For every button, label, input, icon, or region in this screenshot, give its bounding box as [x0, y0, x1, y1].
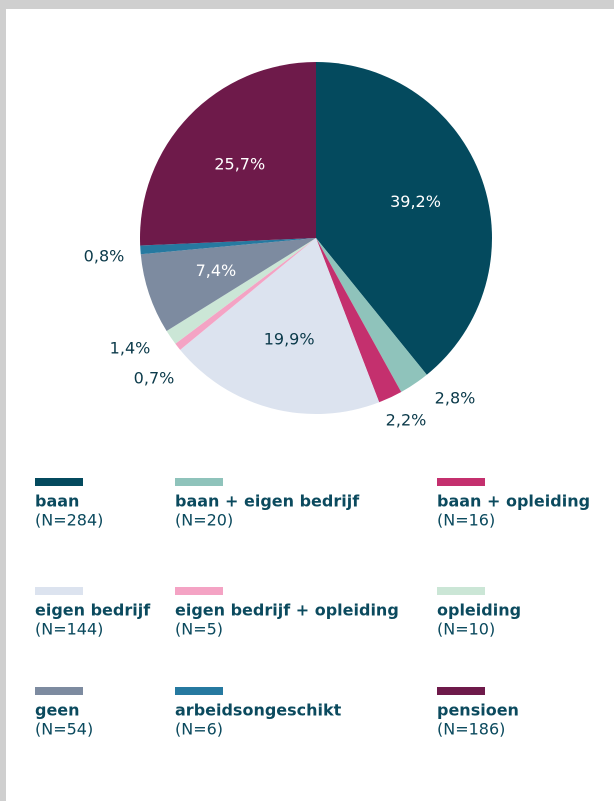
- pie-slice: [316, 238, 427, 393]
- legend-note: (N=10): [437, 620, 495, 639]
- pie-slice: [140, 238, 316, 332]
- value-label: 2,2%: [386, 411, 427, 430]
- value-label: 0,7%: [134, 369, 175, 388]
- legend-note: (N=284): [35, 511, 103, 530]
- value-label: 2,8%: [435, 389, 476, 408]
- pie-slice: [316, 62, 492, 375]
- legend-note: (N=20): [175, 511, 233, 530]
- pie-slice: [140, 238, 316, 255]
- legend-swatch: [437, 587, 485, 595]
- legend-label: baan + eigen bedrijf: [175, 492, 360, 511]
- legend-label: opleiding: [437, 601, 521, 620]
- value-label: 0,8%: [84, 247, 125, 266]
- legend-label: eigen bedrijf: [35, 601, 151, 620]
- legend-label: baan + opleiding: [437, 492, 590, 511]
- value-label: 19,9%: [264, 330, 315, 349]
- value-label: 1,4%: [110, 339, 151, 358]
- pie-slice: [180, 238, 380, 415]
- legend-note: (N=54): [35, 720, 93, 739]
- value-label: 25,7%: [214, 154, 265, 173]
- legend-label: arbeidsongeschikt: [175, 701, 342, 720]
- legend-swatch: [35, 587, 83, 595]
- legend-label: eigen bedrijf + opleiding: [175, 601, 399, 620]
- pie-slice: [316, 238, 402, 403]
- legend-note: (N=186): [437, 720, 505, 739]
- legend-label: pensioen: [437, 701, 519, 720]
- legend-swatch: [175, 687, 223, 695]
- legend-swatch: [35, 478, 83, 486]
- pie-slice: [139, 62, 316, 246]
- legend-label: geen: [35, 701, 80, 720]
- legend-label: baan: [35, 492, 79, 511]
- value-label: 7,4%: [196, 261, 237, 280]
- legend-note: (N=6): [175, 720, 223, 739]
- value-label: 39,2%: [390, 192, 441, 211]
- legend-swatch: [437, 478, 485, 486]
- legend-swatch: [35, 687, 83, 695]
- pie-slice: [166, 238, 316, 344]
- legend-swatch: [175, 587, 223, 595]
- legend-swatch: [175, 478, 223, 486]
- pie-slice: [175, 238, 316, 350]
- legend-note: (N=144): [35, 620, 103, 639]
- legend-note: (N=5): [175, 620, 223, 639]
- legend-swatch: [437, 687, 485, 695]
- legend-note: (N=16): [437, 511, 495, 530]
